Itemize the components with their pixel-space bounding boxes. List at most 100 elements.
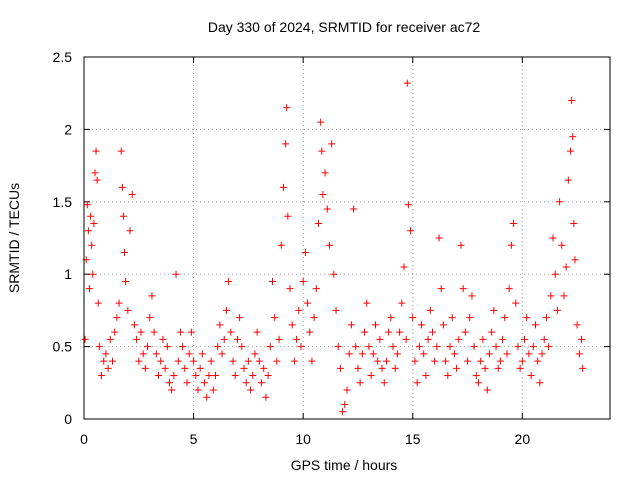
data-point <box>295 306 303 314</box>
y-tick-label: 2 <box>64 121 72 137</box>
data-point <box>185 350 193 358</box>
data-point <box>315 220 323 228</box>
data-point <box>505 285 513 293</box>
data-point <box>87 212 95 220</box>
data-point <box>212 372 219 380</box>
data-point <box>518 357 526 365</box>
data-point <box>542 314 550 322</box>
plot-frame <box>83 56 611 420</box>
data-point <box>236 314 244 322</box>
data-point <box>133 335 141 343</box>
data-point <box>155 372 163 380</box>
data-point <box>209 386 217 394</box>
x-axis-label: GPS time / hours <box>291 457 398 473</box>
data-point <box>310 314 318 322</box>
data-point <box>181 364 189 372</box>
data-point <box>244 357 252 365</box>
data-point <box>222 306 230 314</box>
data-point <box>163 343 171 351</box>
data-point <box>150 328 158 336</box>
data-point <box>106 335 114 343</box>
data-point <box>551 270 559 278</box>
data-point <box>560 292 568 300</box>
data-point <box>404 201 412 209</box>
data-point <box>334 343 342 351</box>
data-point <box>396 328 404 336</box>
data-point <box>100 357 108 365</box>
data-point <box>475 379 482 387</box>
data-point <box>201 379 209 387</box>
data-point <box>422 372 430 380</box>
data-point <box>115 299 123 307</box>
data-point <box>93 176 101 184</box>
data-point <box>135 357 143 365</box>
data-point <box>433 343 441 351</box>
data-point <box>187 328 195 336</box>
data-point <box>499 335 507 343</box>
data-point <box>266 343 274 351</box>
y-tick-label: 1 <box>64 266 72 282</box>
data-point <box>496 357 504 365</box>
data-point <box>578 335 586 343</box>
data-point <box>385 328 393 336</box>
data-point <box>92 147 100 155</box>
y-axis-label: SRMTID / TECUs <box>6 183 22 293</box>
data-point <box>442 357 450 365</box>
data-point <box>450 350 458 358</box>
data-point <box>490 306 498 314</box>
data-point <box>575 350 583 358</box>
data-point <box>347 321 355 329</box>
data-point <box>139 350 147 358</box>
data-point <box>571 256 579 264</box>
y-axis-tick-labels: 0 0.5 1 1.5 2 2.5 <box>53 49 73 427</box>
y-tick-label: 0 <box>64 411 72 427</box>
data-point <box>398 299 406 307</box>
data-point <box>391 364 399 372</box>
data-point <box>137 328 145 336</box>
data-point <box>312 285 320 293</box>
data-point <box>118 183 126 191</box>
data-point <box>192 372 200 380</box>
data-point <box>242 379 250 387</box>
data-point <box>233 335 241 343</box>
data-point <box>227 328 235 336</box>
data-point <box>102 350 110 358</box>
data-point <box>183 379 191 387</box>
data-point <box>196 364 204 372</box>
data-point <box>389 343 397 351</box>
data-point <box>98 372 106 380</box>
data-point <box>461 328 469 336</box>
data-point <box>367 372 375 380</box>
data-point <box>424 335 432 343</box>
data-point <box>459 285 467 293</box>
data-point <box>567 147 575 155</box>
data-point <box>403 79 411 87</box>
data-point <box>378 364 386 372</box>
data-point <box>453 364 461 372</box>
data-point <box>439 321 447 329</box>
data-point <box>207 357 215 365</box>
data-point <box>525 350 533 358</box>
data-point <box>569 133 577 141</box>
data-point <box>179 343 187 351</box>
data-point <box>494 364 502 372</box>
y-tick-label: 2.5 <box>53 49 73 65</box>
data-point <box>356 379 364 387</box>
data-point <box>325 241 333 249</box>
data-point <box>483 386 491 394</box>
data-point <box>205 372 213 380</box>
data-point <box>549 234 557 242</box>
data-point <box>108 357 116 365</box>
data-point <box>479 335 487 343</box>
data-point <box>332 306 340 314</box>
data-point <box>354 364 362 372</box>
data-point <box>218 350 226 358</box>
data-point <box>94 299 102 307</box>
data-point <box>409 314 417 322</box>
data-point <box>545 343 553 351</box>
data-point <box>472 372 480 380</box>
chart-title: Day 330 of 2024, SRMTID for receiver ac7… <box>208 19 481 35</box>
data-point <box>130 321 138 329</box>
data-point <box>350 205 358 213</box>
